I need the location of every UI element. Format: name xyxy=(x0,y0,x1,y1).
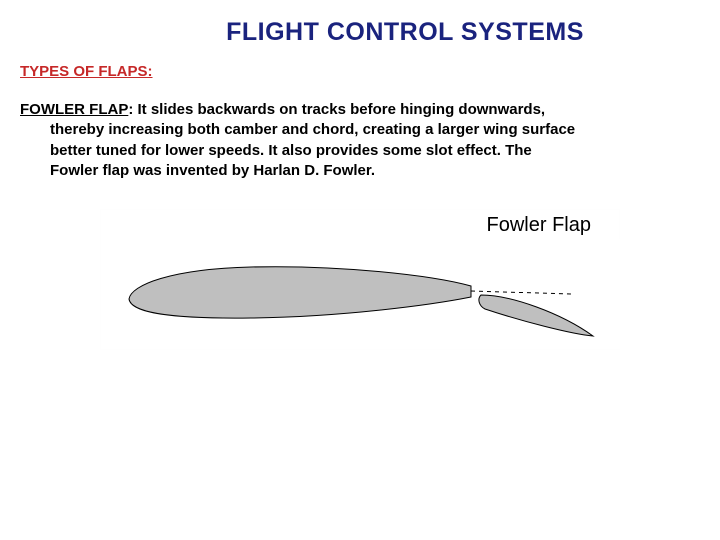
flap-desc-line4: Fowler flap was invented by Harlan D. Fo… xyxy=(50,161,700,181)
flap-desc-line2: thereby increasing both camber and chord… xyxy=(50,120,700,140)
flap-desc-line3: better tuned for lower speeds. It also p… xyxy=(50,141,700,161)
airfoil-svg xyxy=(101,239,621,349)
page-title: FLIGHT CONTROL SYSTEMS xyxy=(110,18,700,47)
flap-description: FOWLER FLAP: It slides backwards on trac… xyxy=(20,100,700,181)
fowler-flap-diagram: Fowler Flap xyxy=(100,209,620,350)
flap-name: FOWLER FLAP xyxy=(20,101,128,118)
diagram-label: Fowler Flap xyxy=(101,210,619,239)
flap-desc-line1: : It slides backwards on tracks before h… xyxy=(128,101,545,118)
section-label: TYPES OF FLAPS: xyxy=(20,63,700,80)
